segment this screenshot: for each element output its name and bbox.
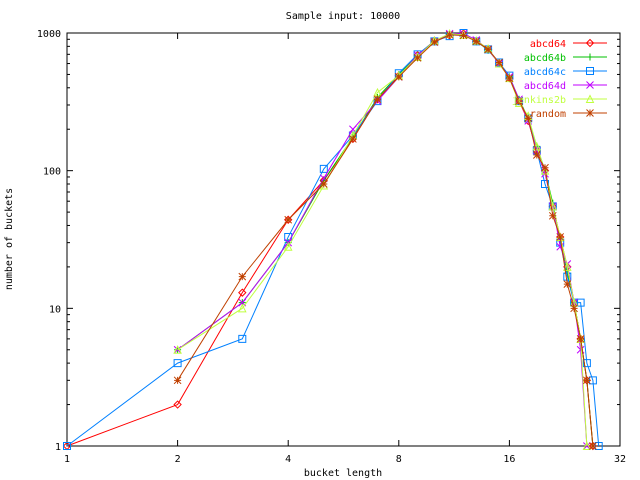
- star-marker: [496, 59, 503, 66]
- star-marker: [564, 281, 571, 288]
- legend: abcd64 abcd64b abcd64c abcd64d jenkins2b rand…: [512, 39, 607, 120]
- chart: Sample input: 10000 bucket length number…: [0, 0, 640, 480]
- x-tick-label: 2: [175, 454, 181, 465]
- x-tick-label: 8: [396, 454, 402, 465]
- star-marker: [542, 164, 549, 171]
- star-marker: [285, 216, 292, 223]
- star-marker: [583, 377, 590, 384]
- y-tick-label: 1: [55, 442, 61, 453]
- legend-label: jenkins2b: [512, 95, 566, 106]
- chart-title: Sample input: 10000: [286, 11, 400, 22]
- x-axis-label: bucket length: [304, 468, 382, 479]
- star-marker: [587, 110, 594, 117]
- star-marker: [485, 46, 492, 53]
- legend-label: abcd64: [530, 39, 566, 50]
- x-tick-label: 32: [614, 454, 626, 465]
- x-tick-label: 1: [64, 454, 70, 465]
- legend-label: abcd64d: [524, 81, 566, 92]
- star-marker: [374, 96, 381, 103]
- x-tick-label: 4: [285, 454, 291, 465]
- star-marker: [174, 377, 181, 384]
- star-marker: [431, 39, 438, 46]
- star-marker: [577, 335, 584, 342]
- series-abcd64b: [174, 31, 596, 450]
- star-marker: [320, 181, 327, 188]
- star-marker: [414, 54, 421, 61]
- y-tick-label: 10: [49, 304, 61, 315]
- star-marker: [549, 212, 556, 219]
- star-marker: [239, 273, 246, 280]
- x-tick-label: 16: [503, 454, 515, 465]
- star-marker: [589, 443, 596, 450]
- legend-label: random: [530, 109, 566, 120]
- star-marker: [506, 75, 513, 82]
- star-marker: [533, 151, 540, 158]
- y-tick-label: 100: [43, 167, 61, 178]
- star-marker: [349, 135, 356, 142]
- star-marker: [460, 32, 467, 39]
- legend-label: abcd64c: [524, 67, 566, 78]
- star-marker: [395, 73, 402, 80]
- series-abcd64c: [64, 30, 603, 450]
- y-tick-label: 1000: [37, 29, 61, 40]
- star-marker: [557, 233, 564, 240]
- series-group: [64, 30, 603, 450]
- star-marker: [473, 38, 480, 45]
- star-marker: [446, 31, 453, 38]
- star-marker: [571, 305, 578, 312]
- legend-label: abcd64b: [524, 53, 566, 64]
- y-axis-label: number of buckets: [4, 188, 15, 290]
- plus-marker: [587, 54, 594, 61]
